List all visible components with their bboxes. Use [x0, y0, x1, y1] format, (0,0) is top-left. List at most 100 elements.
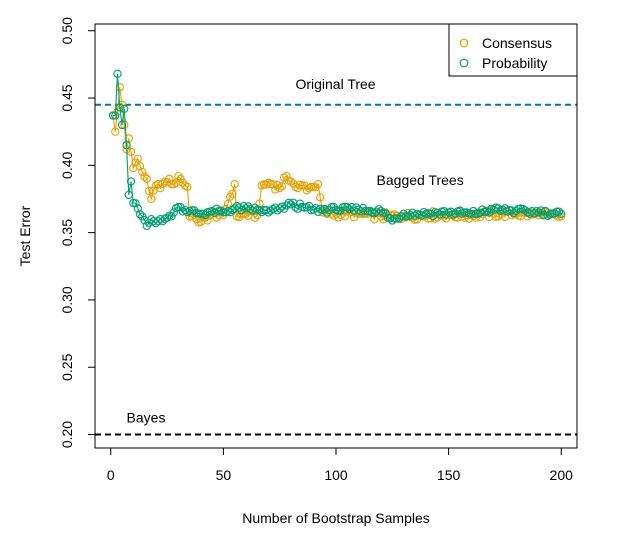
- data-point-probability: [135, 210, 145, 219]
- data-point-probability: [187, 206, 196, 215]
- data-point-consensus: [115, 83, 124, 92]
- data-point-consensus: [169, 180, 178, 189]
- y-tick-label: 0.45: [59, 84, 75, 111]
- data-point-probability: [120, 104, 129, 113]
- data-point-probability: [212, 204, 221, 213]
- data-point-probability: [169, 208, 178, 217]
- data-point-probability: [131, 199, 140, 208]
- data-point-consensus: [126, 147, 136, 157]
- y-tick-label: 0.25: [59, 353, 75, 380]
- data-point-consensus: [158, 179, 167, 188]
- data-point-probability: [237, 205, 246, 215]
- data-point-consensus: [183, 182, 192, 192]
- data-point-probability: [557, 209, 566, 218]
- data-point-consensus: [111, 127, 120, 136]
- series-probability: [108, 69, 566, 231]
- data-point-probability: [322, 208, 332, 217]
- data-point-probability: [552, 207, 561, 216]
- data-point-consensus: [167, 180, 176, 189]
- data-point-probability: [381, 209, 390, 218]
- x-tick-label: 0: [107, 467, 115, 483]
- data-point-consensus: [156, 184, 165, 193]
- data-point-consensus: [277, 182, 287, 191]
- y-tick-label: 0.35: [59, 219, 75, 246]
- data-point-consensus: [138, 167, 147, 177]
- y-tick-label: 0.40: [59, 151, 75, 178]
- data-point-consensus: [225, 192, 235, 201]
- data-point-consensus: [203, 216, 212, 225]
- data-series: [108, 69, 566, 231]
- data-point-consensus: [250, 213, 260, 222]
- data-point-probability: [124, 190, 133, 200]
- data-point-consensus: [165, 174, 174, 183]
- data-point-probability: [126, 177, 136, 186]
- data-point-probability: [115, 103, 124, 112]
- axes: 0 50 100 150 200 Number of Bootstrap Samples 0…: [17, 17, 573, 526]
- data-point-probability: [478, 205, 487, 214]
- legend-marker-probability: [459, 58, 469, 68]
- data-point-probability: [277, 202, 287, 211]
- data-point-probability: [343, 203, 352, 212]
- data-point-consensus: [140, 172, 149, 181]
- x-tick-label: 150: [437, 467, 461, 483]
- data-point-consensus: [147, 194, 156, 204]
- reference-label-original-tree: Original Tree: [295, 76, 375, 92]
- data-point-probability: [174, 202, 183, 212]
- y-axis-label: Test Error: [17, 205, 33, 266]
- x-tick-label: 50: [216, 467, 232, 483]
- data-point-probability: [284, 198, 293, 208]
- data-point-consensus: [282, 171, 291, 181]
- data-point-consensus: [298, 181, 307, 190]
- data-point-probability: [133, 204, 142, 213]
- data-point-probability: [536, 206, 546, 215]
- x-tick-label: 100: [324, 467, 348, 483]
- series-line-consensus: [112, 87, 562, 224]
- data-point-consensus: [142, 174, 151, 183]
- y-tick-label: 0.30: [59, 286, 75, 313]
- data-point-consensus: [307, 182, 316, 192]
- y-tick-label: 0.50: [59, 17, 75, 44]
- data-point-probability: [117, 120, 127, 130]
- data-point-consensus: [316, 193, 325, 202]
- data-point-probability: [108, 111, 118, 120]
- x-tick-label: 200: [550, 467, 574, 483]
- data-point-probability: [275, 204, 284, 213]
- legend-label-consensus: Consensus: [482, 35, 552, 51]
- data-point-probability: [286, 200, 296, 209]
- data-point-probability: [471, 209, 480, 218]
- legend: Consensus Probability: [448, 23, 578, 77]
- data-point-probability: [239, 201, 248, 211]
- data-point-probability: [111, 111, 120, 120]
- data-point-consensus: [230, 180, 239, 189]
- text-annotations: Original Tree Bayes Bagged Trees: [127, 76, 464, 426]
- annotation-bagged-trees: Bagged Trees: [377, 172, 464, 188]
- legend-label-probability: Probability: [482, 55, 547, 71]
- data-point-consensus: [275, 184, 284, 193]
- data-point-consensus: [133, 154, 142, 163]
- data-point-consensus: [144, 186, 154, 196]
- data-point-probability: [162, 213, 172, 222]
- data-point-consensus: [313, 180, 323, 189]
- data-point-consensus: [268, 180, 278, 189]
- legend-marker-consensus: [459, 38, 469, 48]
- data-point-consensus: [286, 177, 296, 186]
- y-tick-label: 0.20: [59, 421, 75, 448]
- data-point-probability: [376, 206, 386, 216]
- data-point-consensus: [120, 120, 129, 130]
- reference-lines: [95, 103, 577, 436]
- reference-label-bayes: Bayes: [127, 410, 166, 426]
- data-point-probability: [554, 207, 564, 216]
- data-point-consensus: [117, 100, 127, 109]
- data-point-probability: [530, 209, 539, 218]
- data-point-consensus: [228, 189, 237, 198]
- data-point-probability: [327, 203, 336, 212]
- data-point-consensus: [271, 185, 280, 194]
- data-point-consensus: [534, 210, 543, 220]
- data-point-consensus: [336, 210, 345, 220]
- data-point-probability: [250, 203, 260, 212]
- data-point-probability: [113, 69, 122, 78]
- data-point-consensus: [557, 212, 566, 221]
- data-point-consensus: [174, 171, 183, 181]
